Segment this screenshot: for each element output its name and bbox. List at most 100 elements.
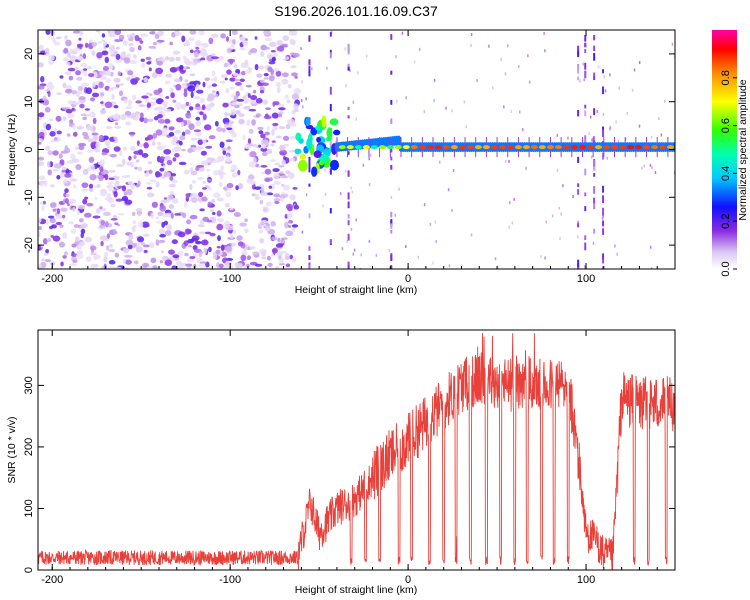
heatmap-noise-speck (229, 233, 234, 240)
heatmap-noise-speck (104, 221, 109, 228)
heatmap-noise-speck (158, 156, 166, 162)
heatmap-noise-speck (115, 122, 119, 126)
heatmap-noise-speck (175, 56, 181, 62)
heatmap-faint-speck (301, 230, 304, 234)
heatmap-streak-speck (308, 183, 311, 187)
heatmap-noise-speck (263, 73, 269, 77)
heatmap-noise-speck (268, 74, 275, 82)
heatmap-noise-speck (146, 170, 150, 177)
heatmap-onset-blob (329, 159, 340, 171)
heatmap-noise-speck (181, 35, 186, 43)
heatmap-noise-speck (132, 54, 137, 59)
heatmap-faint-speck (508, 159, 510, 163)
heatmap-noise-speck (99, 166, 104, 172)
heatmap-faint-speck (447, 188, 450, 192)
heatmap-noise-speck (196, 165, 205, 168)
heatmap-carrier-peak (538, 145, 546, 150)
heatmap-noise-speck (229, 207, 234, 211)
heatmap-noise-speck (189, 214, 198, 220)
heatmap-streak-speck (308, 254, 311, 261)
heatmap-noise-speck (188, 106, 194, 111)
heatmap-carrier-peak (490, 145, 498, 150)
heatmap-streak-speck (308, 65, 311, 71)
heatmap-faint-speck (300, 99, 303, 103)
heatmap-noise-speck (99, 71, 107, 76)
heatmap-carrier-peak (546, 145, 554, 150)
heatmap-faint-speck (606, 156, 608, 160)
heatmap-noise-speck (73, 224, 80, 228)
heatmap-streak-speck (577, 50, 580, 55)
heatmap-noise-speck (137, 166, 143, 172)
heatmap-faint-speck (305, 193, 308, 197)
heatmap-noise-speck (85, 256, 92, 263)
heatmap-noise-speck (82, 116, 87, 121)
heatmap-noise-speck (94, 197, 98, 200)
heatmap-noise-speck (53, 137, 58, 141)
heatmap-noise-speck (261, 139, 269, 147)
heatmap-noise-speck (151, 141, 156, 146)
heatmap-noise-speck (100, 108, 106, 115)
heatmap-noise-speck (56, 174, 61, 180)
heatmap-noise-speck (78, 96, 86, 100)
heatmap-noise-speck (158, 239, 166, 244)
heatmap-noise-speck (169, 191, 174, 196)
heatmap-noise-speck (106, 245, 110, 251)
heatmap-noise-speck (171, 148, 180, 153)
heatmap-noise-speck (169, 41, 174, 46)
heatmap-noise-speck (183, 88, 188, 93)
heatmap-noise-speck (203, 247, 208, 255)
heatmap-noise-speck (184, 201, 188, 208)
heatmap-noise-speck (226, 47, 232, 54)
heatmap-noise-speck (106, 184, 114, 189)
heatmap-noise-speck (171, 197, 179, 204)
heatmap-noise-speck (101, 33, 106, 38)
heatmap-noise-speck (138, 221, 144, 228)
heatmap-noise-speck (114, 125, 122, 129)
heatmap-noise-speck (96, 184, 101, 189)
heatmap-streak-speck (577, 45, 580, 52)
heatmap-noise-speck (242, 40, 249, 46)
heatmap-noise-speck (181, 131, 186, 137)
heatmap-noise-speck (180, 104, 187, 110)
heatmap-faint-speck (360, 253, 362, 257)
heatmap-noise-speck (258, 229, 264, 234)
colorbar-tick-label: 0.4 (720, 166, 732, 181)
heatmap-onset-blob (333, 129, 341, 136)
heatmap-noise-speck (178, 161, 187, 166)
heatmap-noise-speck (282, 35, 289, 42)
heatmap-noise-speck (69, 178, 77, 182)
heatmap-faint-speck (344, 169, 347, 173)
heatmap-faint-speck (375, 253, 378, 257)
heatmap-noise-speck (153, 89, 161, 96)
heatmap-faint-speck (390, 195, 393, 199)
heatmap-noise-speck (118, 90, 124, 97)
heatmap-noise-speck (49, 184, 55, 188)
heatmap-noise-speck (203, 124, 212, 131)
heatmap-faint-speck (604, 89, 607, 93)
heatmap-streak-speck (390, 34, 393, 40)
heatmap-noise-speck (110, 86, 119, 90)
heatmap-noise-speck (142, 244, 151, 248)
heatmap-streak-speck (593, 52, 596, 61)
heatmap-noise-speck (183, 91, 188, 98)
spectrogram-ylabel: Frequency (Hz) (6, 114, 18, 186)
heatmap-faint-speck (350, 227, 353, 231)
heatmap-streak-speck (329, 168, 332, 175)
heatmap-noise-speck (279, 194, 286, 199)
heatmap-carrier-peak (578, 145, 586, 150)
heatmap-noise-speck (229, 59, 233, 65)
heatmap-noise-speck (133, 224, 137, 228)
heatmap-noise-speck (155, 172, 163, 178)
heatmap-noise-speck (104, 56, 110, 64)
heatmap-faint-speck (300, 47, 302, 51)
heatmap-streak-speck (329, 239, 332, 244)
heatmap-noise-speck (281, 104, 285, 107)
heatmap-noise-speck (49, 131, 56, 137)
heatmap-noise-speck (107, 181, 115, 185)
heatmap-noise-speck (164, 157, 168, 162)
heatmap-noise-speck (101, 107, 105, 111)
heatmap-streak-speck (347, 115, 350, 119)
heatmap-faint-speck (352, 252, 355, 256)
heatmap-streak-speck (602, 69, 605, 74)
heatmap-carrier-peak (554, 145, 562, 150)
